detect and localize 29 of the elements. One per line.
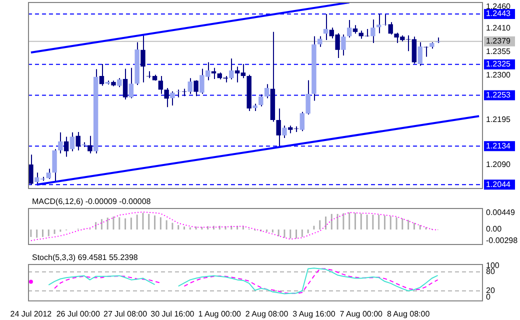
chart-title: MACD(6,12,6) -0.00009 -0.00008 xyxy=(32,197,152,206)
ref-line-label: 1.2253 xyxy=(486,90,512,100)
x-tick-label: 26 Jul 00:00 xyxy=(56,309,100,318)
y-tick-label: 0 xyxy=(486,292,491,302)
ref-line-label: 1.2134 xyxy=(486,141,512,150)
x-tick-label: 1 Aug 00:00 xyxy=(198,309,242,318)
y-tick-label: 1.2300 xyxy=(486,70,512,80)
y-tick-label: 1.2090 xyxy=(486,160,512,170)
y-tick-label: 80 xyxy=(486,267,496,276)
x-tick-label: 30 Jul 16:00 xyxy=(150,309,195,318)
ref-line-label: 1.2379 xyxy=(486,36,512,46)
x-tick-label: 3 Aug 16:00 xyxy=(292,309,336,318)
ref-line-label: 1.2044 xyxy=(486,180,512,189)
y-tick-label: 1.2195 xyxy=(486,115,512,124)
ref-line-label: 1.2325 xyxy=(486,60,512,69)
y-tick-label: 1.2355 xyxy=(486,46,512,56)
x-tick-label: 8 Aug 08:00 xyxy=(386,309,430,318)
y-tick-label: 0.00 xyxy=(486,224,502,234)
y-tick-label: 1.2410 xyxy=(486,23,512,32)
x-tick-label: 24 Jul 2012 xyxy=(10,309,52,318)
ref-line-label: 1.2443 xyxy=(486,9,512,18)
chart-title: Stoch(5,3,3) 69.4581 55.2398 xyxy=(32,253,138,262)
x-tick-label: 2 Aug 08:00 xyxy=(245,309,289,318)
y-tick-label: 100 xyxy=(486,260,500,270)
y-tick-label: 0.00449 xyxy=(486,208,516,218)
x-tick-label: 7 Aug 00:00 xyxy=(340,309,384,318)
x-tick-label: 27 Jul 08:00 xyxy=(103,309,148,318)
y-tick-label: -0.00298 xyxy=(486,236,518,245)
y-tick-label: 1.2460 xyxy=(486,2,512,11)
